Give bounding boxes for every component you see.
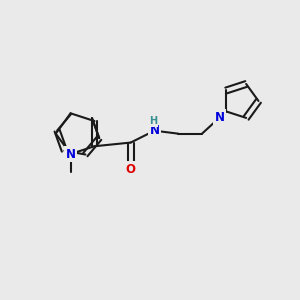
Text: H: H — [149, 116, 157, 126]
Text: N: N — [66, 148, 76, 160]
Text: N: N — [149, 124, 160, 137]
Text: O: O — [126, 163, 136, 176]
Text: N: N — [215, 111, 225, 124]
